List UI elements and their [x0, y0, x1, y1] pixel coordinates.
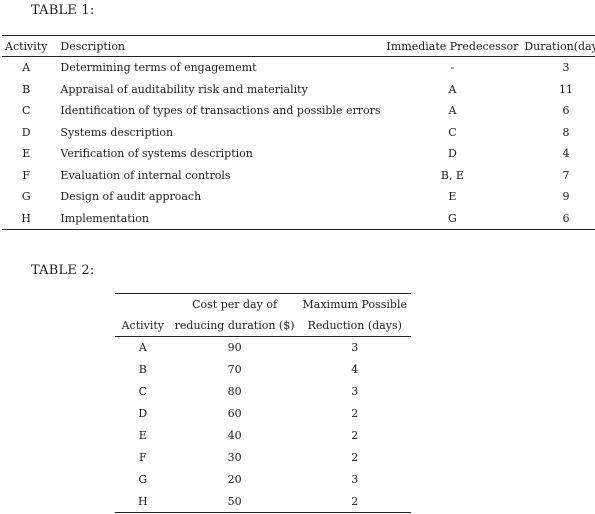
cell-cost: 60 — [227, 407, 242, 421]
header-duration: Duration(days) — [521, 35, 595, 57]
header-cost-line1: Cost per day of — [192, 298, 278, 311]
cell-description: Design of audit approach — [60, 190, 202, 204]
cell-duration: 11 — [559, 82, 574, 96]
cell-reduction: 4 — [351, 363, 359, 377]
cell-predecessor: E — [448, 190, 457, 204]
cell-reduction: 3 — [351, 385, 359, 399]
cell-duration: 3 — [562, 61, 570, 75]
table2-header-row-1: Cost per day of Maximum Possible — [115, 294, 411, 316]
cell-predecessor: A — [448, 82, 457, 96]
table-row: D 60 2 — [115, 403, 411, 425]
cell-duration: 4 — [562, 147, 570, 161]
cell-reduction: 3 — [351, 341, 359, 355]
cell-reduction: 2 — [351, 407, 359, 421]
cell-duration: 9 — [562, 190, 570, 204]
cell-description: Identification of types of transactions … — [60, 104, 381, 118]
table1-header-row: Activity Description Immediate Predecess… — [2, 35, 595, 57]
table-row: C 80 3 — [115, 381, 411, 403]
cell-cost: 30 — [227, 450, 242, 464]
header-activity: Activity — [2, 35, 51, 57]
cell-description: Determining terms of engagememt — [60, 61, 257, 75]
cell-reduction: 3 — [351, 472, 359, 486]
cell-activity: H — [138, 494, 148, 508]
cell-activity: B — [138, 363, 147, 377]
table-row: F Evaluation of internal controls B, E 7 — [2, 165, 595, 187]
table-row: A Determining terms of engagememt - 3 — [2, 57, 595, 79]
cell-description: Evaluation of internal controls — [60, 168, 231, 182]
cell-duration: 6 — [562, 211, 570, 225]
cell-cost: 80 — [227, 385, 242, 399]
cell-predecessor: G — [448, 211, 457, 225]
header-activity: Activity — [115, 315, 171, 337]
cell-description: Verification of systems description — [60, 147, 253, 161]
table-row: C Identification of types of transaction… — [2, 100, 595, 122]
cell-reduction: 2 — [351, 450, 359, 464]
cell-duration: 8 — [562, 125, 570, 139]
header-reduction-line2: Reduction (days) — [298, 315, 411, 337]
cell-activity: C — [22, 104, 31, 118]
table-row: E Verification of systems description D … — [2, 143, 595, 165]
table-row: H 50 2 — [115, 490, 411, 512]
table-row: B 70 4 — [115, 359, 411, 381]
table2-caption: TABLE 2: — [31, 263, 95, 278]
cell-activity: C — [138, 385, 148, 399]
table-row: A 90 3 — [115, 337, 411, 359]
cell-activity: D — [21, 125, 31, 139]
table1-caption: TABLE 1: — [31, 3, 95, 18]
cell-description: Appraisal of auditability risk and mater… — [60, 82, 308, 96]
table2-header-row-2: Activity reducing duration ($) Reduction… — [115, 315, 411, 337]
activity-table: Activity Description Immediate Predecess… — [2, 35, 595, 230]
cell-predecessor: - — [450, 61, 455, 75]
cell-activity: E — [22, 147, 31, 161]
cell-reduction: 2 — [351, 429, 359, 442]
cell-activity: B — [22, 82, 31, 96]
cell-cost: 90 — [227, 341, 242, 355]
header-blank — [115, 294, 171, 316]
header-reduction-line1: Maximum Possible — [302, 298, 407, 311]
cell-cost: 40 — [227, 429, 242, 442]
cell-activity: A — [22, 61, 31, 75]
table-row: F 30 2 — [115, 446, 411, 468]
header-description: Description — [50, 35, 384, 57]
cell-activity: A — [138, 341, 147, 355]
table-row: G Design of audit approach E 9 — [2, 186, 595, 208]
crash-cost-table: Cost per day of Maximum Possible Activit… — [115, 293, 411, 514]
table-row: E 40 2 — [115, 425, 411, 447]
cell-activity: G — [138, 472, 148, 486]
cell-activity: F — [22, 168, 31, 182]
cell-duration: 6 — [562, 104, 570, 118]
cell-activity: G — [21, 190, 31, 204]
table-row: G 20 3 — [115, 468, 411, 490]
cell-duration: 7 — [562, 168, 570, 182]
cell-predecessor: B, E — [440, 168, 464, 182]
table-row: D Systems description C 8 — [2, 122, 595, 144]
cell-description: Systems description — [60, 125, 174, 139]
cell-activity: E — [138, 429, 147, 442]
cell-predecessor: A — [448, 104, 457, 118]
cell-cost: 20 — [227, 472, 242, 486]
cell-activity: D — [138, 407, 148, 421]
header-predecessor: Immediate Predecessor — [383, 35, 522, 57]
cell-cost: 70 — [227, 363, 242, 377]
table-row: B Appraisal of auditability risk and mat… — [2, 79, 595, 101]
cell-cost: 50 — [227, 494, 242, 508]
cell-predecessor: D — [448, 147, 457, 161]
cell-reduction: 2 — [351, 494, 359, 508]
cell-description: Implementation — [60, 211, 149, 225]
cell-activity: H — [21, 211, 31, 225]
cell-activity: F — [138, 450, 147, 464]
table-row: H Implementation G 6 — [2, 208, 595, 230]
header-cost-line2: reducing duration ($) — [170, 315, 299, 337]
cell-predecessor: C — [448, 125, 457, 139]
